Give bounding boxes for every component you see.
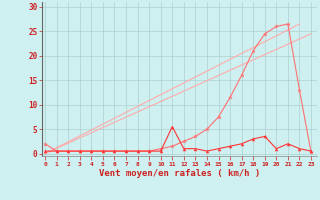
X-axis label: Vent moyen/en rafales ( km/h ): Vent moyen/en rafales ( km/h ) xyxy=(99,169,260,178)
